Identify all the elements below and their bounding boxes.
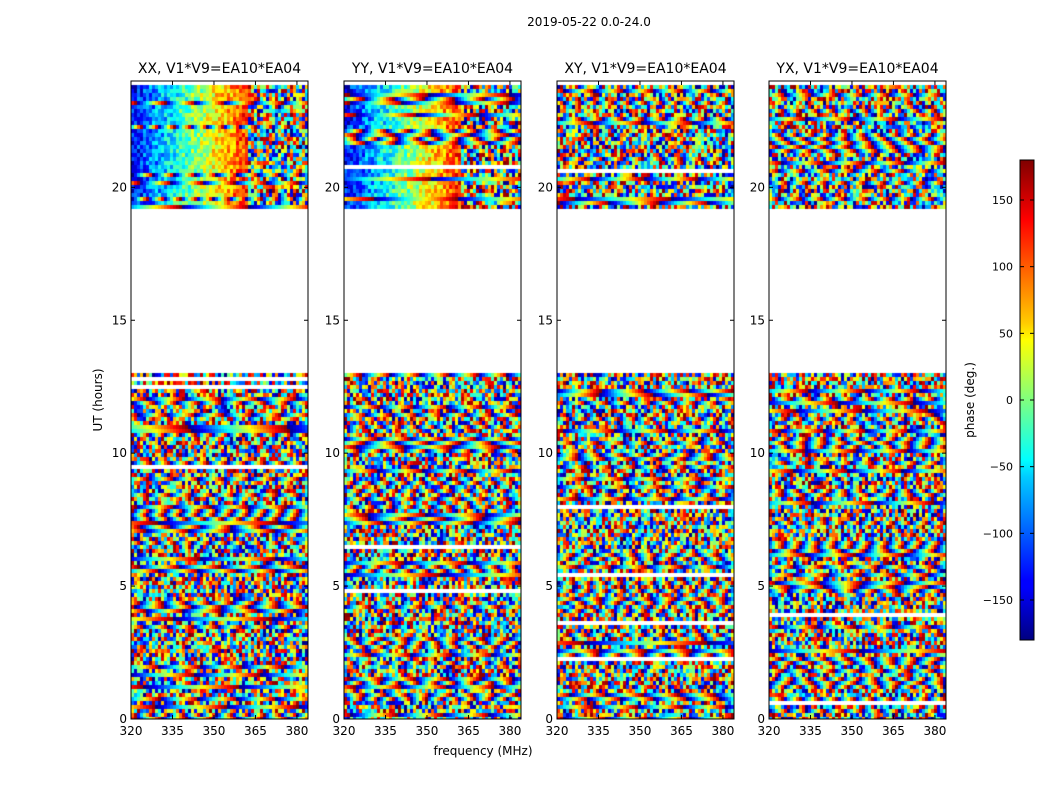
y-tick-label: 10: [325, 446, 340, 460]
y-tick-label: 0: [545, 712, 553, 726]
x-tick-label: 365: [457, 724, 480, 738]
x-tick-label: 320: [120, 724, 143, 738]
x-tick-label: 350: [416, 724, 439, 738]
x-tick-label: 380: [711, 724, 734, 738]
colorbar-tick-label: 50: [999, 327, 1013, 340]
heatmap-panels: XX, V1*V9=EA10*EA04 320 335 350 365 380 0 5 10 15…: [112, 61, 947, 738]
colorbar-ticks: 150 100 50 0 −50 −100 −150: [983, 194, 1034, 607]
y-tick-label: 10: [750, 446, 765, 460]
y-tick-label: 15: [325, 313, 340, 327]
colorbar-tick-label: −50: [990, 461, 1013, 474]
axes-frame: [130, 80, 309, 720]
y-tick-label: 20: [538, 180, 553, 194]
x-tick-label: 350: [841, 724, 864, 738]
x-tick-label: 320: [758, 724, 781, 738]
x-axis-label: frequency (MHz): [433, 744, 532, 758]
y-tick-label: 15: [750, 313, 765, 327]
x-tick-label: 380: [498, 724, 521, 738]
y-tick-label: 0: [119, 712, 127, 726]
panel-title: YY, V1*V9=EA10*EA04: [351, 61, 513, 77]
heatmap-image: [131, 81, 308, 719]
axes-frame: [768, 80, 947, 720]
panel-yy: YY, V1*V9=EA10*EA04 320 335 350 365 380 0 5 10 15…: [325, 61, 522, 738]
axes-frame: [556, 80, 735, 720]
y-tick-label: 5: [119, 579, 127, 593]
x-tick-label: 320: [546, 724, 569, 738]
panel-title: YX, V1*V9=EA10*EA04: [775, 61, 938, 77]
y-tick-label: 20: [750, 180, 765, 194]
y-tick-label: 5: [757, 579, 765, 593]
panel-xx: XX, V1*V9=EA10*EA04 320 335 350 365 380 0 5 10 15…: [112, 61, 309, 738]
y-tick-label: 5: [545, 579, 553, 593]
x-tick-label: 350: [629, 724, 652, 738]
y-tick-label: 20: [112, 180, 127, 194]
y-tick-label: 5: [332, 579, 340, 593]
x-tick-label: 365: [244, 724, 267, 738]
x-tick-label: 335: [799, 724, 822, 738]
y-tick-label: 0: [332, 712, 340, 726]
axes-frame: [343, 80, 522, 720]
colorbar-tick-label: −150: [983, 594, 1013, 607]
x-tick-label: 335: [161, 724, 184, 738]
x-tick-label: 380: [923, 724, 946, 738]
figure-suptitle: 2019-05-22 0.0-24.0: [527, 15, 651, 29]
y-tick-label: 15: [538, 313, 553, 327]
y-tick-label: 0: [757, 712, 765, 726]
colorbar-tick-label: 150: [992, 194, 1013, 207]
x-tick-label: 335: [587, 724, 610, 738]
x-tick-label: 365: [670, 724, 693, 738]
y-tick-label: 10: [538, 446, 553, 460]
x-tick-label: 350: [203, 724, 226, 738]
y-tick-label: 10: [112, 446, 127, 460]
heatmap-image: [769, 81, 946, 719]
colorbar: 150 100 50 0 −50 −100 −150 phase (deg.): [963, 159, 1035, 641]
heatmap-image: [344, 81, 521, 719]
y-tick-label: 20: [325, 180, 340, 194]
y-tick-label: 15: [112, 313, 127, 327]
panel-title: XY, V1*V9=EA10*EA04: [564, 61, 726, 77]
y-axis-label: UT (hours): [91, 368, 105, 431]
x-tick-label: 335: [374, 724, 397, 738]
colorbar-tick-label: −100: [983, 527, 1013, 540]
heatmap-image: [557, 81, 734, 719]
colorbar-label: phase (deg.): [963, 362, 977, 438]
panel-title: XX, V1*V9=EA10*EA04: [138, 61, 301, 77]
x-tick-label: 380: [285, 724, 308, 738]
x-tick-label: 365: [882, 724, 905, 738]
colorbar-tick-label: 0: [1006, 394, 1013, 407]
panel-yx: YX, V1*V9=EA10*EA04 320 335 350 365 380 0 5 10 15…: [750, 61, 947, 738]
colorbar-tick-label: 100: [992, 261, 1013, 274]
panel-xy: XY, V1*V9=EA10*EA04 320 335 350 365 380 0 5 10 15…: [538, 61, 735, 738]
x-tick-label: 320: [333, 724, 356, 738]
